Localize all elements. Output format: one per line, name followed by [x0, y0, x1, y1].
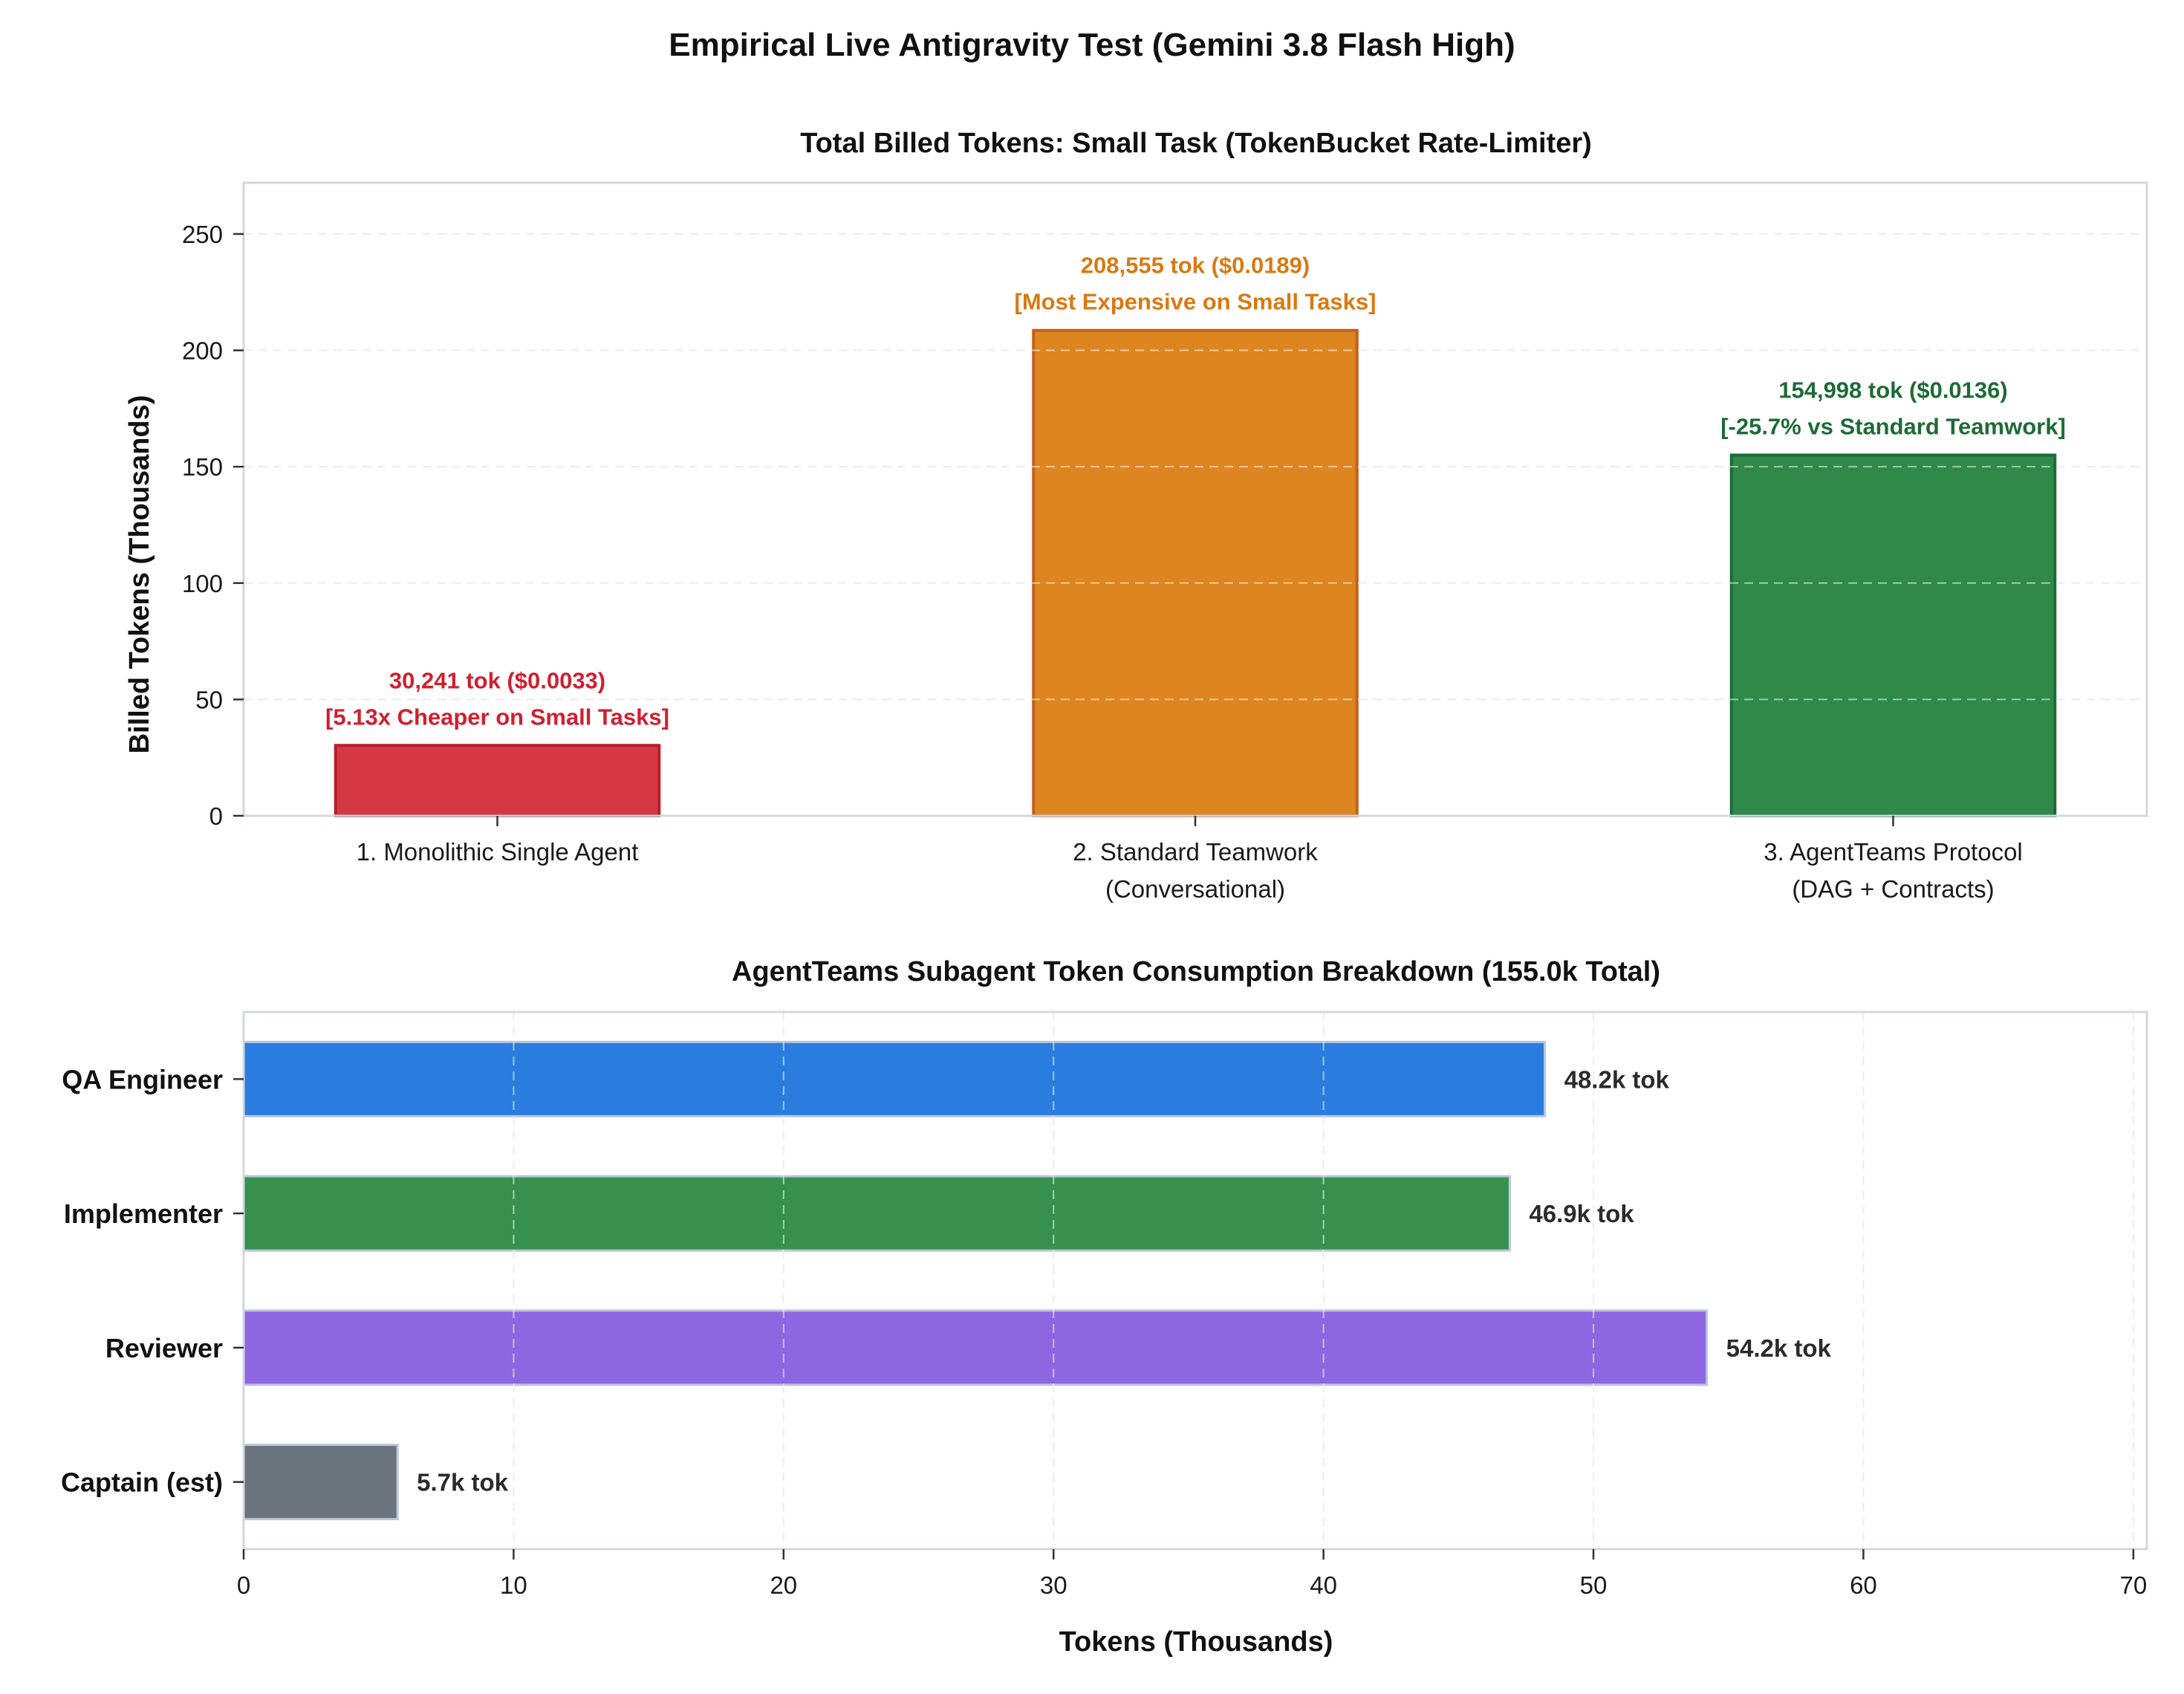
bottom-value-label-0: 48.2k tok	[1564, 1065, 1670, 1093]
top-ytick-label-2: 100	[182, 570, 223, 597]
top-xtick-label-2-1: (DAG + Contracts)	[1792, 875, 1994, 903]
top-ytick-label-3: 150	[182, 453, 223, 481]
bottom-ytick-label-1: Implementer	[64, 1198, 223, 1229]
bottom-xtick-label-1: 10	[500, 1571, 527, 1599]
top-annotation-1-0: 208,555 tok ($0.0189)	[1081, 253, 1310, 279]
bottom-ytick-label-2: Reviewer	[105, 1333, 223, 1363]
top-ytick-label-4: 200	[182, 337, 223, 365]
top-ytick-label-0: 0	[209, 802, 223, 830]
top-ytick-label-1: 50	[195, 686, 223, 713]
top-annotation-2-0: 154,998 tok ($0.0136)	[1778, 377, 2008, 403]
top-chart-title: Total Billed Tokens: Small Task (TokenBu…	[800, 128, 1592, 159]
bottom-chart: AgentTeams Subagent Token Consumption Br…	[61, 956, 2148, 1658]
top-chart-xticks: 1. Monolithic Single Agent 2. Standard Te…	[357, 816, 2023, 903]
top-annotation-0-1: [5.13x Cheaper on Small Tasks]	[325, 704, 669, 730]
bottom-value-label-1: 46.9k tok	[1529, 1200, 1634, 1227]
top-bar-0	[334, 744, 661, 818]
bottom-chart-bars	[242, 1012, 2134, 1549]
top-chart-annotations: 30,241 tok ($0.0033) [5.13x Cheaper on Sm…	[325, 253, 2066, 730]
top-bar-1	[1032, 328, 1359, 818]
top-ytick-label-5: 250	[182, 221, 223, 248]
bottom-value-label-3: 5.7k tok	[417, 1469, 509, 1496]
bottom-chart-yticks: QA Engineer Implementer Reviewer Captain (e…	[61, 1064, 244, 1498]
bottom-bar-3	[242, 1444, 399, 1521]
bottom-xtick-label-4: 40	[1310, 1571, 1337, 1599]
top-xtick-label-2-0: 3. AgentTeams Protocol	[1764, 838, 2023, 866]
bottom-xtick-label-7: 70	[2119, 1571, 2147, 1599]
top-bar-2	[1729, 453, 2057, 818]
top-chart: Total Billed Tokens: Small Task (TokenBu…	[124, 128, 2148, 903]
bottom-bar-0	[242, 1040, 1547, 1117]
bottom-xtick-label-5: 50	[1580, 1571, 1608, 1599]
bottom-chart-title: AgentTeams Subagent Token Consumption Br…	[732, 956, 1660, 987]
bottom-bar-2	[242, 1309, 1709, 1386]
top-xtick-label-0-0: 1. Monolithic Single Agent	[357, 838, 639, 866]
top-chart-bars	[244, 233, 2147, 818]
bottom-xtick-label-3: 30	[1040, 1571, 1067, 1599]
bottom-xtick-label-0: 0	[237, 1571, 250, 1599]
bottom-value-label-2: 54.2k tok	[1726, 1334, 1832, 1362]
bottom-xtick-label-2: 20	[770, 1571, 797, 1599]
bottom-chart-value-labels: 48.2k tok 46.9k tok 54.2k tok 5.7k tok	[417, 1065, 1831, 1496]
top-xtick-label-1-0: 2. Standard Teamwork	[1073, 838, 1318, 866]
bottom-ytick-label-3: Captain (est)	[61, 1467, 223, 1498]
bottom-ytick-label-0: QA Engineer	[62, 1064, 223, 1094]
bottom-xtick-label-6: 60	[1850, 1571, 1877, 1599]
bottom-chart-xlabel: Tokens (Thousands)	[1059, 1626, 1333, 1658]
top-chart-ylabel: Billed Tokens (Thousands)	[124, 395, 155, 754]
figure-suptitle: Empirical Live Antigravity Test (Gemini …	[669, 27, 1515, 63]
top-annotation-1-1: [Most Expensive on Small Tasks]	[1015, 289, 1377, 315]
bottom-chart-frame	[242, 1010, 2148, 1551]
top-annotation-2-1: [-25.7% vs Standard Teamwork]	[1720, 413, 2066, 439]
bottom-chart-xticks: 0 10 20 30 40 50 60 70	[237, 1549, 2147, 1599]
top-xtick-label-1-1: (Conversational)	[1105, 875, 1285, 903]
top-annotation-0-0: 30,241 tok ($0.0033)	[389, 667, 605, 693]
bottom-bar-1	[242, 1175, 1511, 1252]
top-chart-yticks: 0 50 100 150 200 250	[182, 221, 244, 830]
